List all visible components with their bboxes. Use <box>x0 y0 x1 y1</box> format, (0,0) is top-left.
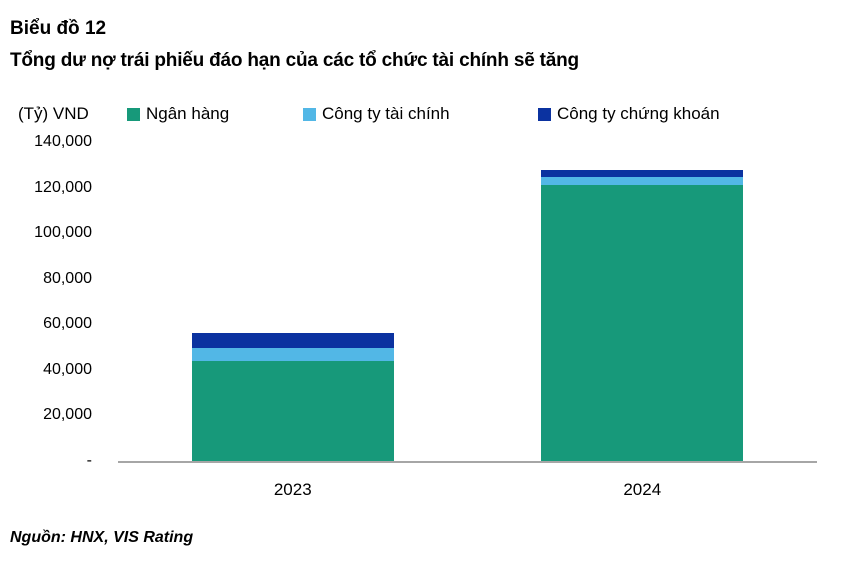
y-axis-tick-label: 120,000 <box>34 178 92 196</box>
x-axis-line <box>118 461 817 463</box>
y-axis-tick-label: 40,000 <box>43 360 92 378</box>
bar-segment <box>191 332 394 349</box>
y-axis-tick-label: 80,000 <box>43 269 92 287</box>
page-title: Tổng dư nợ trái phiếu đáo hạn của các tổ… <box>10 50 579 71</box>
y-axis-unit-label: (Tỷ) VND <box>18 104 89 123</box>
chart-number: Biểu đồ 12 <box>10 18 107 39</box>
legend-item-bank: Ngân hàng <box>127 104 229 124</box>
bar-segment <box>541 185 744 461</box>
bar-segment <box>541 170 744 178</box>
source-note: Nguồn: HNX, VIS Rating <box>10 529 194 546</box>
bar-segment <box>541 177 744 186</box>
y-axis-tick-label: 20,000 <box>43 406 92 424</box>
y-axis-tick-label: 60,000 <box>43 315 92 333</box>
y-axis-tick-label: 100,000 <box>34 224 92 242</box>
x-axis-tick-label: 2023 <box>273 480 312 499</box>
legend-item-securities-company: Công ty chứng khoán <box>538 104 720 124</box>
finance-company-legend-swatch-icon <box>303 107 316 121</box>
x-axis-tick-label: 2024 <box>623 480 662 499</box>
legend-label-bank: Ngân hàng <box>146 104 230 123</box>
legend-label-securities-company: Công ty chứng khoán <box>557 104 720 123</box>
legend-label-finance-company: Công ty tài chính <box>322 104 450 123</box>
legend-item-finance-company: Công ty tài chính <box>303 104 450 124</box>
bank-legend-swatch-icon <box>127 107 140 121</box>
y-axis-tick-label: 140,000 <box>34 133 92 150</box>
y-axis-tick-label: - <box>86 452 92 469</box>
bar-segment <box>191 348 394 361</box>
bar-segment <box>191 360 394 461</box>
securities-company-legend-swatch-icon <box>538 107 551 121</box>
